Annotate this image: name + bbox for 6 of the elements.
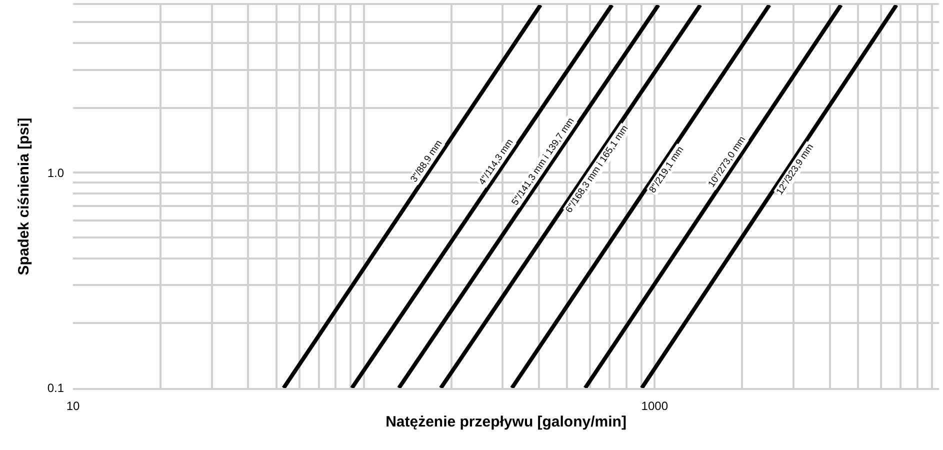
x-axis-title: Natężenie przepływu [galony/min]	[386, 414, 626, 431]
x-tick-label: 10	[66, 399, 80, 414]
y-tick-label: 0.1	[47, 381, 64, 396]
y-axis-title: Spadek ciśnienia [psi]	[16, 118, 33, 276]
x-tick-label: 1000	[641, 399, 668, 414]
y-tick-label: 1.0	[47, 166, 64, 180]
